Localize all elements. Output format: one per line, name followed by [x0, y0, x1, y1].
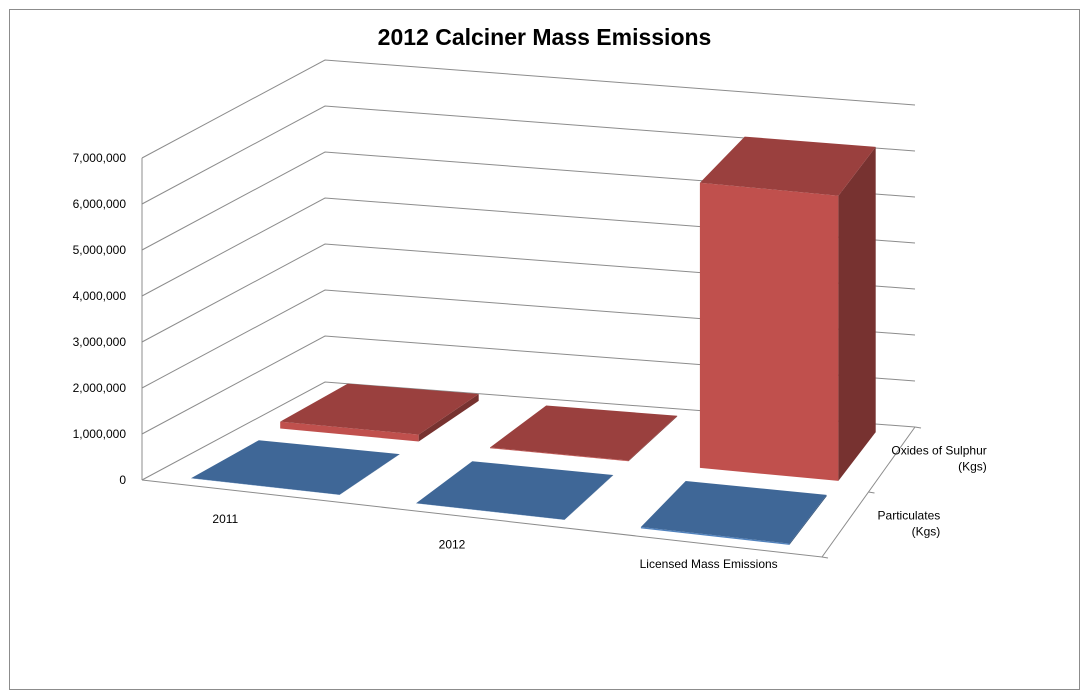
depth-tick [914, 426, 922, 429]
series-depth-label: Particulates [878, 509, 941, 523]
bar-top-face [280, 383, 479, 435]
bar-side-face [418, 394, 479, 442]
y-tick-label: 0 [119, 473, 126, 487]
y-tick-label: 7,000,000 [73, 151, 127, 165]
bar-front-face [416, 503, 565, 520]
labels: 0 1,000,000 2,000,000 3,000,000 4,000,000 5,0… [73, 151, 987, 571]
gridline [141, 59, 916, 159]
bars [191, 136, 876, 545]
bar-oxides-of-sulphur [490, 405, 678, 462]
series-depth-label: Oxides of Sulphur [891, 444, 986, 458]
bar-side-face [628, 415, 678, 462]
category-label: 2011 [212, 512, 238, 526]
category-label: 2012 [439, 538, 466, 552]
bar-top-face [640, 481, 827, 544]
chart-title: 2012 Calciner Mass Emissions [377, 24, 712, 50]
category-label: Licensed Mass Emissions [640, 557, 778, 571]
bar-front-face [191, 478, 340, 495]
y-tick-label: 1,000,000 [73, 427, 127, 441]
bar-side-face [339, 454, 400, 495]
depth-tick [821, 556, 829, 559]
bar-side-face [838, 146, 876, 481]
bar-front-face [640, 527, 790, 545]
bar-top-face [699, 136, 876, 196]
bar-side-face [564, 475, 614, 520]
bar-particulates [416, 461, 614, 520]
y-tick-label: 5,000,000 [73, 243, 127, 257]
series-depth-label: (Kgs) [912, 525, 941, 539]
bar-particulates [191, 440, 400, 495]
y-tick-label: 6,000,000 [73, 197, 127, 211]
bar-oxides-of-sulphur [280, 383, 479, 442]
axes [141, 158, 922, 559]
bar-side-face [789, 494, 827, 545]
gridline [141, 105, 916, 205]
series-depth-label: (Kgs) [958, 460, 987, 474]
y-tick-label: 3,000,000 [73, 335, 127, 349]
y-tick-label: 4,000,000 [73, 289, 127, 303]
depth-tick [868, 491, 875, 494]
bar-front-face [490, 447, 629, 462]
bar-front-face [280, 421, 419, 442]
bar-oxides-of-sulphur [699, 136, 876, 481]
y-tick-label: 2,000,000 [73, 381, 127, 395]
bar-top-face [191, 440, 400, 495]
bar-top-face [490, 405, 678, 461]
bar-top-face [416, 461, 614, 520]
bar-particulates [640, 481, 827, 545]
bar-front-face [699, 182, 839, 481]
